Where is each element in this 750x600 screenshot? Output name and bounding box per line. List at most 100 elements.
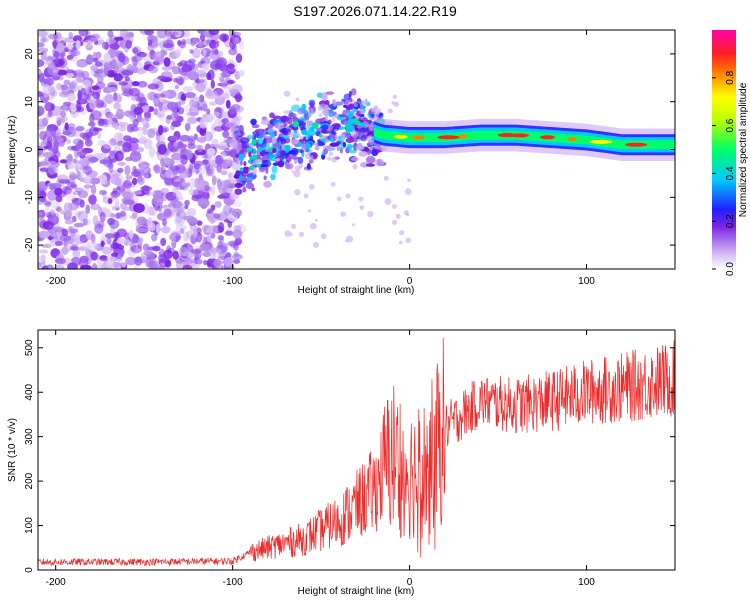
spectrogram-noise-cell <box>45 114 50 123</box>
spectrogram-noise-cell <box>85 170 98 178</box>
spectrogram-y-tick-label: -20 <box>24 237 35 252</box>
spectrogram-noise-cell <box>181 181 186 187</box>
spectrogram-signal-cell <box>318 113 323 118</box>
spectrogram-noise-cell <box>138 136 147 145</box>
spectrogram-peak-cell <box>284 144 291 152</box>
spectrogram-noise-cell <box>61 228 69 237</box>
spectrogram-signal-cell <box>308 209 312 213</box>
spectrogram-noise-cell <box>66 189 76 201</box>
spectrogram-noise-cell <box>136 176 144 183</box>
spectrogram-signal-cell <box>322 108 329 116</box>
spectrogram-signal-cell <box>281 116 288 122</box>
spectrogram-signal-cell <box>299 135 304 140</box>
spectrogram-noise-cell <box>139 96 147 107</box>
spectrogram-signal-cell <box>350 131 359 139</box>
spectrogram-noise-cell <box>150 127 159 135</box>
spectrogram-hot-cell <box>567 136 578 141</box>
spectrogram-noise-cell <box>100 174 108 185</box>
spectrogram-peak-cell <box>304 142 311 149</box>
snr-x-tick-label: -100 <box>223 577 243 588</box>
spectrogram-noise-cell <box>125 31 134 38</box>
spectrogram-noise-cell <box>56 132 62 142</box>
spectrogram-noise-cell <box>154 163 161 175</box>
spectrogram-noise-cell <box>177 40 182 46</box>
spectrogram-signal-cell <box>274 130 278 137</box>
spectrogram-noise-cell <box>169 135 178 141</box>
spectrogram-noise-cell <box>44 201 52 208</box>
spectrogram-noise-cell <box>110 252 119 257</box>
spectrogram-noise-cell <box>172 77 179 83</box>
spectrogram-noise-cell <box>164 157 171 165</box>
spectrogram-peak-cell <box>319 133 323 138</box>
spectrogram-noise-cell <box>220 104 226 115</box>
spectrogram-signal-cell <box>331 131 337 136</box>
spectrogram-noise-cell <box>211 185 216 196</box>
spectrogram-noise-cell <box>94 223 104 234</box>
spectrogram-noise-cell <box>132 234 139 244</box>
spectrogram-noise-cell <box>208 101 217 106</box>
spectrogram-noise-cell <box>206 72 212 81</box>
spectrogram-noise-cell <box>211 175 217 186</box>
spectrogram-noise-cell <box>61 85 70 96</box>
spectrogram-noise-cell <box>187 216 198 226</box>
spectrogram-noise-cell <box>99 255 109 262</box>
spectrogram-noise-cell <box>157 75 167 80</box>
spectrogram-noise-cell <box>167 31 179 36</box>
spectrogram-signal-cell <box>291 170 295 174</box>
spectrogram-signal-cell <box>289 156 300 160</box>
spectrogram-noise-cell <box>136 227 149 233</box>
spectrogram-signal-cell <box>318 118 325 123</box>
spectrogram-noise-cell <box>177 62 184 67</box>
spectrogram-signal-cell <box>302 136 307 142</box>
spectrogram-noise-cell <box>101 246 112 255</box>
spectrogram-noise-cell <box>116 122 129 127</box>
snr-x-axis: -200 -100 0 100 <box>46 330 595 588</box>
spectrogram-noise-cell <box>116 237 126 244</box>
spectrogram-noise-cell <box>66 181 77 188</box>
spectrogram-noise-cell <box>162 127 168 133</box>
spectrogram-noise-cell <box>121 91 132 97</box>
spectrogram-noise-cell <box>65 73 75 78</box>
snr-y-axis: 0 100 200 300 400 500 <box>24 339 675 573</box>
spectrogram-noise-cell <box>48 109 53 117</box>
spectrogram-signal-cell <box>272 162 279 166</box>
spectrogram-peak-cell <box>269 157 273 161</box>
spectrogram-peak-cell <box>251 139 257 145</box>
spectrogram-noise-cell <box>190 96 202 103</box>
spectrogram-noise-cell <box>238 40 244 50</box>
spectrogram-noise-cell <box>183 85 194 93</box>
spectrogram-noise-cell <box>109 138 117 146</box>
spectrogram-signal-cell <box>298 120 305 129</box>
spectrogram-noise-cell <box>41 196 47 203</box>
spectrogram-noise-cell <box>180 154 188 165</box>
spectrogram-noise-cell <box>124 241 134 246</box>
spectrogram-noise-cell <box>193 133 198 141</box>
spectrogram-signal-cell <box>342 141 347 148</box>
spectrogram-noise-cell <box>184 199 190 206</box>
spectrogram-noise-cell <box>74 210 83 218</box>
snr-panel: -200 -100 0 100 0 100 200 300 400 500 Height of … <box>7 329 676 597</box>
spectrogram-signal-cell <box>240 176 247 181</box>
spectrogram-peak-cell <box>286 126 290 130</box>
spectrogram-noise-cell <box>225 67 236 74</box>
spectrogram-noise-cell <box>175 215 183 224</box>
spectrogram-noise-cell <box>61 246 68 255</box>
spectrogram-noise-cell <box>64 219 74 225</box>
spectrogram-noise-cell <box>68 49 81 57</box>
spectrogram-noise-cell <box>161 192 168 202</box>
spectrogram-noise-cell <box>143 138 153 150</box>
spectrogram-noise-cell <box>39 249 49 254</box>
spectrogram-noise-cell <box>38 209 46 218</box>
spectrogram-noise-cell <box>228 30 236 39</box>
spectrogram-noise-cell <box>88 156 99 163</box>
spectrogram-noise-cell <box>88 99 97 110</box>
spectrogram-noise-cell <box>160 237 167 247</box>
spectrogram-noise-cell <box>69 174 79 180</box>
spectrogram-signal-cell <box>274 158 281 162</box>
spectrogram-signal-cell <box>403 210 409 215</box>
spectrogram-noise-cell <box>81 79 92 88</box>
spectrogram-noise-cell <box>129 150 142 162</box>
spectrogram-noise-cell <box>72 248 81 260</box>
spectrogram-noise-cell <box>132 168 145 178</box>
